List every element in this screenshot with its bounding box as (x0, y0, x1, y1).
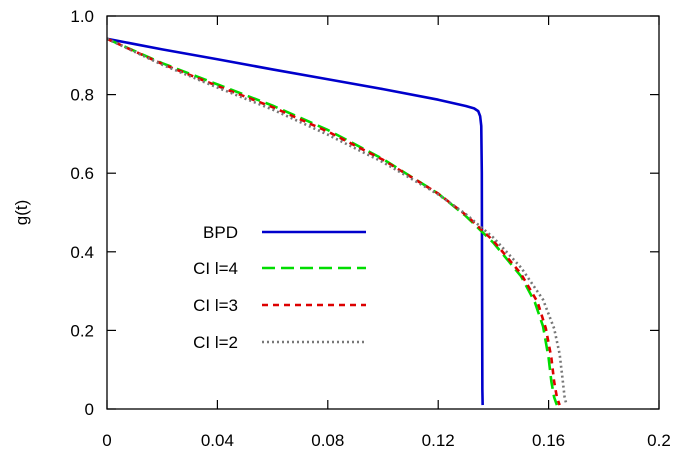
legend-label: CI l=3 (193, 296, 238, 315)
legend-label: CI l=4 (193, 259, 238, 278)
y-tick-label: 0.8 (70, 86, 94, 105)
x-tick-label: 0.04 (201, 431, 234, 450)
series-lines (106, 37, 568, 406)
series-line-4 (106, 37, 568, 406)
y-tick-label: 0 (85, 400, 94, 419)
x-tick-label: 0.2 (647, 431, 671, 450)
y-tick-label: 0.4 (70, 243, 94, 262)
x-tick-label: 0.16 (532, 431, 565, 450)
x-tick-label: 0 (102, 431, 111, 450)
legend: BPD CI l=4 CI l=3 CI l=2 (193, 223, 366, 352)
y-axis-label: g(t) (12, 200, 31, 226)
x-tick-label: 0.12 (422, 431, 455, 450)
x-tick-label: 0.08 (311, 431, 344, 450)
plot-frame (106, 15, 660, 410)
legend-label: BPD (203, 223, 238, 242)
y-tick-label: 0.2 (70, 321, 94, 340)
tick-labels: 0 0.04 0.08 0.12 0.16 0.2 0 0.2 0.4 0.6 0.8 1.0 (70, 7, 670, 450)
series-line-1 (106, 37, 484, 406)
y-tick-label: 0.6 (70, 164, 94, 183)
series-line-2 (106, 37, 559, 406)
series-line-3 (106, 37, 561, 406)
legend-label: CI l=2 (193, 333, 238, 352)
y-tick-label: 1.0 (70, 7, 94, 26)
